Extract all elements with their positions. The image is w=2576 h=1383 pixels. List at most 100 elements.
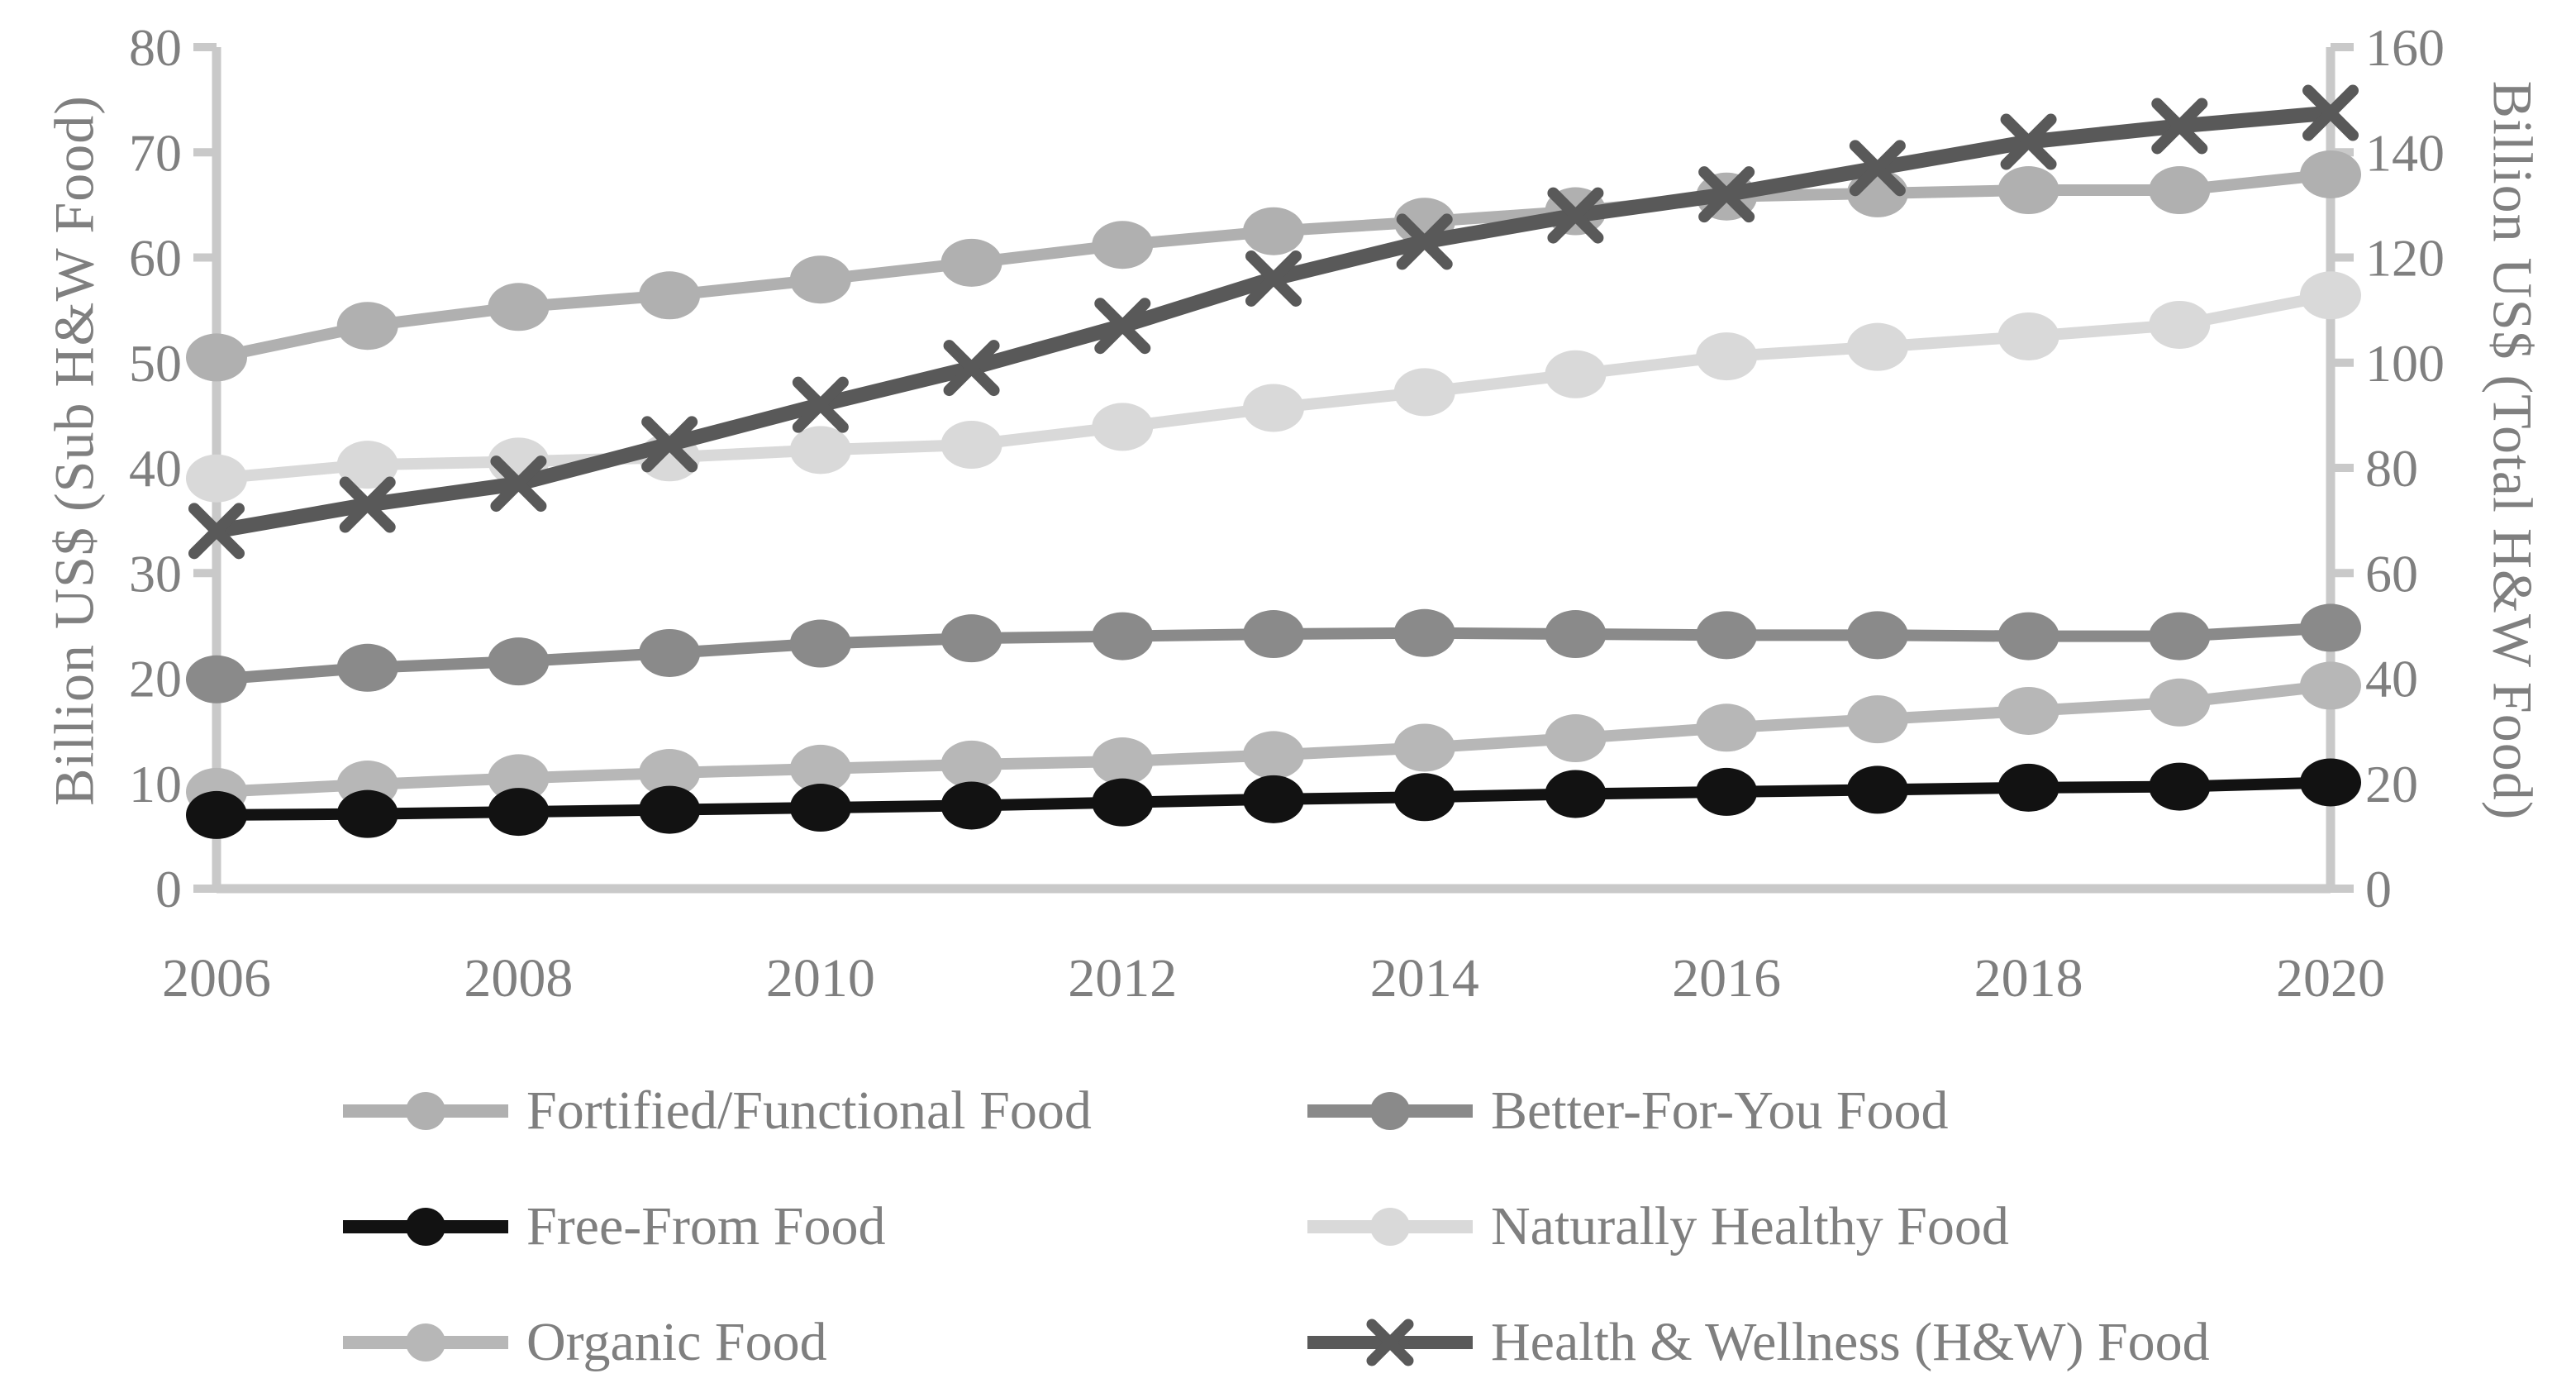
data-point-naturally-healthy-food bbox=[186, 454, 247, 503]
data-point-naturally-healthy-food bbox=[336, 441, 398, 489]
data-point-naturally-healthy-food bbox=[1846, 322, 1908, 371]
data-point-organic-food bbox=[940, 740, 1002, 789]
data-point-better-for-you-food bbox=[639, 628, 701, 677]
data-point-naturally-healthy-food bbox=[1997, 312, 2059, 360]
data-point-organic-food bbox=[1092, 737, 1154, 786]
legend-label: Fortified/Functional Food bbox=[526, 1080, 1092, 1141]
data-point-free-from-food bbox=[1846, 765, 1908, 814]
legend-marker-circle-icon bbox=[1307, 1092, 1473, 1130]
data-point-organic-food bbox=[1393, 723, 1455, 772]
data-point-organic-food bbox=[2149, 678, 2211, 727]
data-point-better-for-you-food bbox=[1393, 608, 1455, 657]
legend-item-health-wellness-food: Health & Wellness (H&W) Food bbox=[1307, 1305, 2210, 1380]
right-axis-tick-label: 20 bbox=[2365, 755, 2418, 813]
legend-marker-x-icon bbox=[1307, 1319, 1473, 1366]
x-axis-tick-label: 2014 bbox=[1370, 948, 1479, 1009]
legend-marker-circle-icon bbox=[343, 1092, 508, 1130]
right-axis-tick-label: 40 bbox=[2365, 650, 2418, 708]
data-point-fortified-functional-food bbox=[940, 238, 1002, 287]
data-point-free-from-food bbox=[1997, 763, 2059, 812]
data-point-organic-food bbox=[1696, 703, 1758, 752]
legend-item-fortified-functional-food: Fortified/Functional Food bbox=[343, 1074, 1092, 1148]
data-point-better-for-you-food bbox=[1545, 610, 1607, 659]
x-axis-tick-label: 2012 bbox=[1068, 948, 1177, 1009]
series-free-from-food bbox=[186, 758, 2361, 839]
data-point-free-from-food bbox=[2300, 758, 2361, 807]
data-point-naturally-healthy-food bbox=[2300, 271, 2361, 320]
data-point-better-for-you-food bbox=[940, 614, 1002, 663]
series-better-for-you-food bbox=[186, 603, 2361, 703]
right-axis-tick-label: 60 bbox=[2365, 544, 2418, 603]
legend-label: Health & Wellness (H&W) Food bbox=[1491, 1312, 2210, 1372]
legend-label: Better-For-You Food bbox=[1491, 1080, 1949, 1141]
data-point-fortified-functional-food bbox=[789, 255, 851, 304]
legend-marker-circle-icon bbox=[343, 1208, 508, 1246]
legend-marker-circle-icon bbox=[1307, 1208, 1473, 1246]
left-axis-tick-label: 0 bbox=[155, 860, 182, 918]
data-point-free-from-food bbox=[639, 785, 701, 834]
data-point-organic-food bbox=[2300, 661, 2361, 710]
data-point-fortified-functional-food bbox=[1997, 166, 2059, 215]
left-axis-tick-label: 50 bbox=[129, 334, 182, 393]
data-point-organic-food bbox=[488, 754, 550, 803]
data-point-naturally-healthy-food bbox=[2149, 300, 2211, 349]
data-point-naturally-healthy-food bbox=[940, 421, 1002, 470]
x-axis-tick-label: 2018 bbox=[1974, 948, 2083, 1009]
left-axis-title: Billion US$ (Sub H&W Food) bbox=[42, 95, 106, 806]
data-point-naturally-healthy-food bbox=[1092, 403, 1154, 451]
data-point-fortified-functional-food bbox=[1092, 221, 1154, 269]
left-axis-tick-label: 30 bbox=[129, 544, 182, 603]
data-point-better-for-you-food bbox=[2149, 612, 2211, 661]
legend-label: Organic Food bbox=[526, 1312, 827, 1372]
data-point-organic-food bbox=[1545, 714, 1607, 763]
data-point-better-for-you-food bbox=[1696, 611, 1758, 660]
data-point-better-for-you-food bbox=[336, 643, 398, 692]
data-point-better-for-you-food bbox=[488, 637, 550, 686]
data-point-fortified-functional-food bbox=[2300, 150, 2361, 198]
legend-label: Free-From Food bbox=[526, 1196, 886, 1257]
data-point-organic-food bbox=[1846, 695, 1908, 744]
x-axis-tick-label: 2010 bbox=[766, 948, 875, 1009]
data-point-better-for-you-food bbox=[1092, 612, 1154, 661]
right-axis-tick-label: 160 bbox=[2365, 18, 2445, 77]
data-point-fortified-functional-food bbox=[488, 283, 550, 331]
data-point-free-from-food bbox=[1243, 775, 1304, 823]
right-axis-tick-label: 120 bbox=[2365, 229, 2445, 288]
data-point-better-for-you-food bbox=[789, 619, 851, 668]
legend-item-organic-food: Organic Food bbox=[343, 1305, 827, 1380]
legend-item-better-for-you-food: Better-For-You Food bbox=[1307, 1074, 1949, 1148]
data-point-better-for-you-food bbox=[2300, 603, 2361, 652]
data-point-fortified-functional-food bbox=[1243, 207, 1304, 255]
x-axis-tick-label: 2016 bbox=[1672, 948, 1781, 1009]
data-point-free-from-food bbox=[488, 788, 550, 837]
data-point-free-from-food bbox=[186, 790, 247, 839]
legend-item-naturally-healthy-food: Naturally Healthy Food bbox=[1307, 1190, 2009, 1264]
x-axis-tick-label: 2020 bbox=[2276, 948, 2385, 1009]
data-point-naturally-healthy-food bbox=[1243, 384, 1304, 432]
right-axis-tick-label: 0 bbox=[2365, 860, 2392, 918]
data-point-organic-food bbox=[1997, 686, 2059, 735]
right-axis-tick-label: 80 bbox=[2365, 439, 2418, 498]
data-point-naturally-healthy-food bbox=[789, 426, 851, 475]
left-axis-tick-label: 80 bbox=[129, 18, 182, 77]
right-axis-tick-label: 140 bbox=[2365, 123, 2445, 182]
data-point-fortified-functional-food bbox=[639, 271, 701, 320]
data-point-free-from-food bbox=[1545, 770, 1607, 818]
data-point-better-for-you-food bbox=[1997, 612, 2059, 661]
left-axis-tick-label: 60 bbox=[129, 229, 182, 288]
data-point-free-from-food bbox=[336, 789, 398, 838]
right-axis-title: Billion US$ (Total H&W Food) bbox=[2481, 80, 2545, 821]
series-naturally-healthy-food bbox=[186, 271, 2361, 503]
legend-marker-circle-icon bbox=[343, 1323, 508, 1362]
data-point-organic-food bbox=[639, 749, 701, 798]
x-axis-tick-label: 2006 bbox=[162, 948, 271, 1009]
legend-item-free-from-food: Free-From Food bbox=[343, 1190, 885, 1264]
data-point-better-for-you-food bbox=[186, 655, 247, 703]
data-point-organic-food bbox=[1243, 731, 1304, 780]
left-axis-tick-label: 40 bbox=[129, 439, 182, 498]
series-health-wellness-h-w-food bbox=[188, 84, 2359, 560]
data-point-naturally-healthy-food bbox=[1393, 368, 1455, 417]
data-point-fortified-functional-food bbox=[336, 302, 398, 351]
